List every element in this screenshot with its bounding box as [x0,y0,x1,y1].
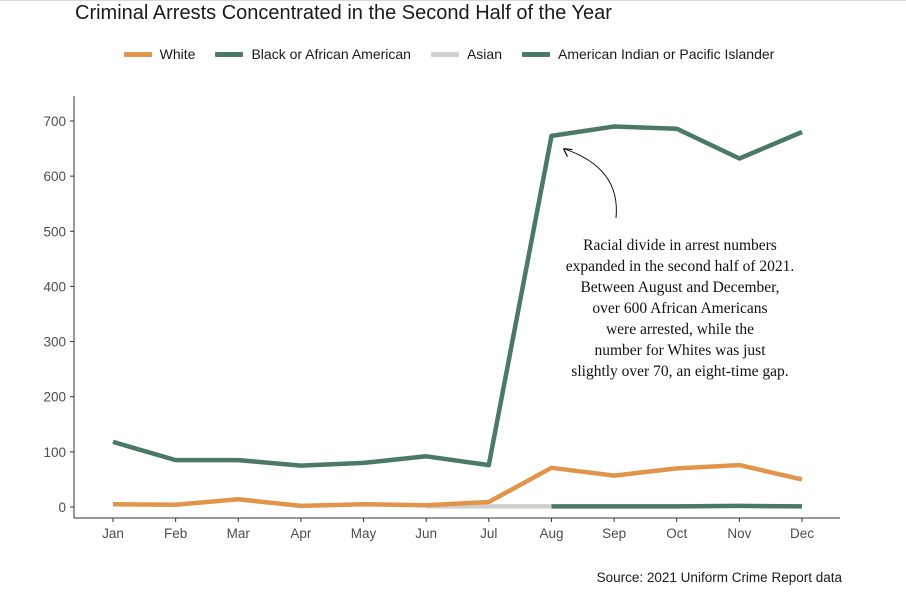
annotation-arrowhead [562,147,573,157]
x-tick-label: Mar [227,526,251,541]
x-tick-label: Jun [415,526,437,541]
legend-swatch [522,51,550,57]
legend-swatch [123,51,152,57]
x-tick-label: Aug [539,526,563,541]
annotation-line: expanded in the second half of 2021. [565,258,795,275]
y-tick-label: 400 [43,279,66,294]
legend-label: Black or African American [251,46,411,62]
legend-item: American Indian or Pacific Islander [522,46,784,62]
y-tick-label: 100 [43,445,66,460]
legend-swatch [215,51,244,57]
x-tick-label: Jan [102,526,124,541]
y-tick-label: 0 [58,500,66,515]
legend-label: American Indian or Pacific Islander [558,46,775,62]
annotation-line: over 600 African Americans [592,300,768,317]
legend-item: Asian [430,46,512,62]
x-tick-label: May [351,526,377,541]
y-tick-label: 600 [43,169,66,184]
x-tick-label: Apr [290,526,312,541]
y-tick-label: 700 [43,114,66,129]
annotation-line: slightly over 70, an eight-time gap. [571,363,789,380]
y-tick-label: 300 [43,335,66,350]
x-tick-label: Jul [480,526,497,541]
series-line-american-indian-or-pacific-islander [551,503,803,509]
y-tick-label: 200 [43,390,66,405]
series-line-white [112,462,803,509]
annotation-arrow [563,148,617,219]
annotation-line: number for Whites was just [594,342,766,359]
x-tick-label: Feb [164,526,187,541]
legend-swatch [430,51,459,57]
annotation-line: Racial divide in arrest numbers [583,237,777,254]
source-note: Source: 2021 Uniform Crime Report data [596,570,842,585]
chart-legend: White Black or African American Asian Ameri… [0,46,906,62]
x-tick-label: Oct [666,526,687,541]
series-line-black-or-african-american [112,124,803,468]
legend-item: White [123,46,206,62]
annotation-line: Between August and December, [580,279,780,296]
legend-label: White [159,46,196,62]
chart-annotation: Racial divide in arrest numbers expanded … [520,235,840,382]
x-tick-label: Sep [602,526,626,541]
chart-title: Criminal Arrests Concentrated in the Sec… [75,2,612,24]
y-tick-label: 500 [43,224,66,239]
x-tick-label: Dec [790,526,814,541]
annotation-line: were arrested, while the [605,321,755,338]
legend-label: Asian [466,46,502,62]
legend-item: Black or African American [215,46,421,62]
x-tick-label: Nov [727,526,751,541]
